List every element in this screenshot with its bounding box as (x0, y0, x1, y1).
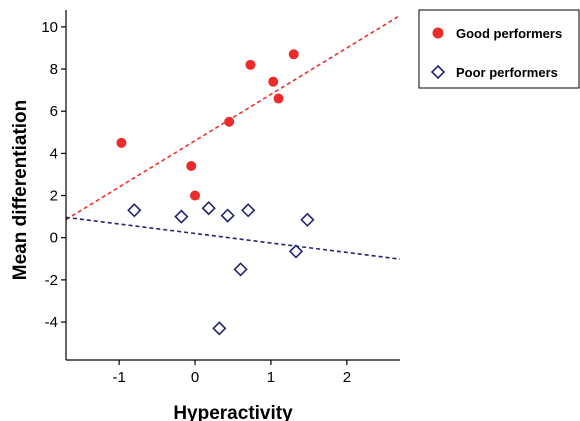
legend: Good performers Poor performers (418, 9, 580, 89)
point-poor-performers (127, 203, 142, 218)
point-poor-performers (300, 212, 315, 227)
legend-marker-good-performers (432, 27, 444, 39)
y-tick-label: 4 (50, 145, 58, 162)
x-axis-title: Hyperactivity (173, 403, 293, 421)
point-poor-performers (212, 321, 227, 336)
x-ticks: -1 0 1 2 (112, 360, 351, 386)
point-poor-performers (174, 209, 189, 224)
y-tick-label: 8 (50, 61, 58, 78)
y-tick-label: 10 (41, 19, 58, 36)
fit-line-poor-performers (65, 216, 401, 260)
legend-marker-poor-performers (430, 64, 446, 80)
point-good-performers (268, 76, 279, 87)
x-tick-label: 2 (343, 369, 351, 386)
point-poor-performers (241, 203, 256, 218)
point-poor-performers (233, 262, 248, 277)
point-poor-performers (201, 201, 216, 216)
axes (65, 10, 400, 361)
fit-lines (65, 14, 401, 260)
x-tick-label: 1 (267, 369, 275, 386)
y-tick-label: -4 (45, 314, 58, 331)
point-good-performers (288, 49, 299, 60)
point-good-performers (224, 116, 235, 127)
point-good-performers (273, 93, 284, 104)
point-poor-performers (288, 244, 304, 259)
y-tick-label: 6 (50, 103, 58, 120)
data-points (116, 49, 315, 336)
y-tick-label: 0 (50, 230, 58, 247)
point-good-performers (190, 190, 201, 201)
fit-line-good-performers (65, 14, 401, 221)
point-good-performers (186, 161, 197, 172)
x-tick-label: -1 (112, 369, 125, 386)
x-tick-label: 0 (191, 369, 199, 386)
point-good-performers (116, 137, 127, 148)
y-ticks: -4 -2 0 2 4 6 8 10 (41, 19, 66, 331)
point-poor-performers (220, 208, 235, 223)
legend-label-poor-performers: Poor performers (456, 65, 558, 80)
y-tick-label: 2 (50, 188, 58, 205)
legend-label-good-performers: Good performers (456, 26, 562, 41)
legend-box (418, 9, 580, 89)
y-tick-label: -2 (45, 272, 58, 289)
y-axis-title: Mean differentiation (10, 100, 31, 281)
point-good-performers (245, 59, 256, 70)
